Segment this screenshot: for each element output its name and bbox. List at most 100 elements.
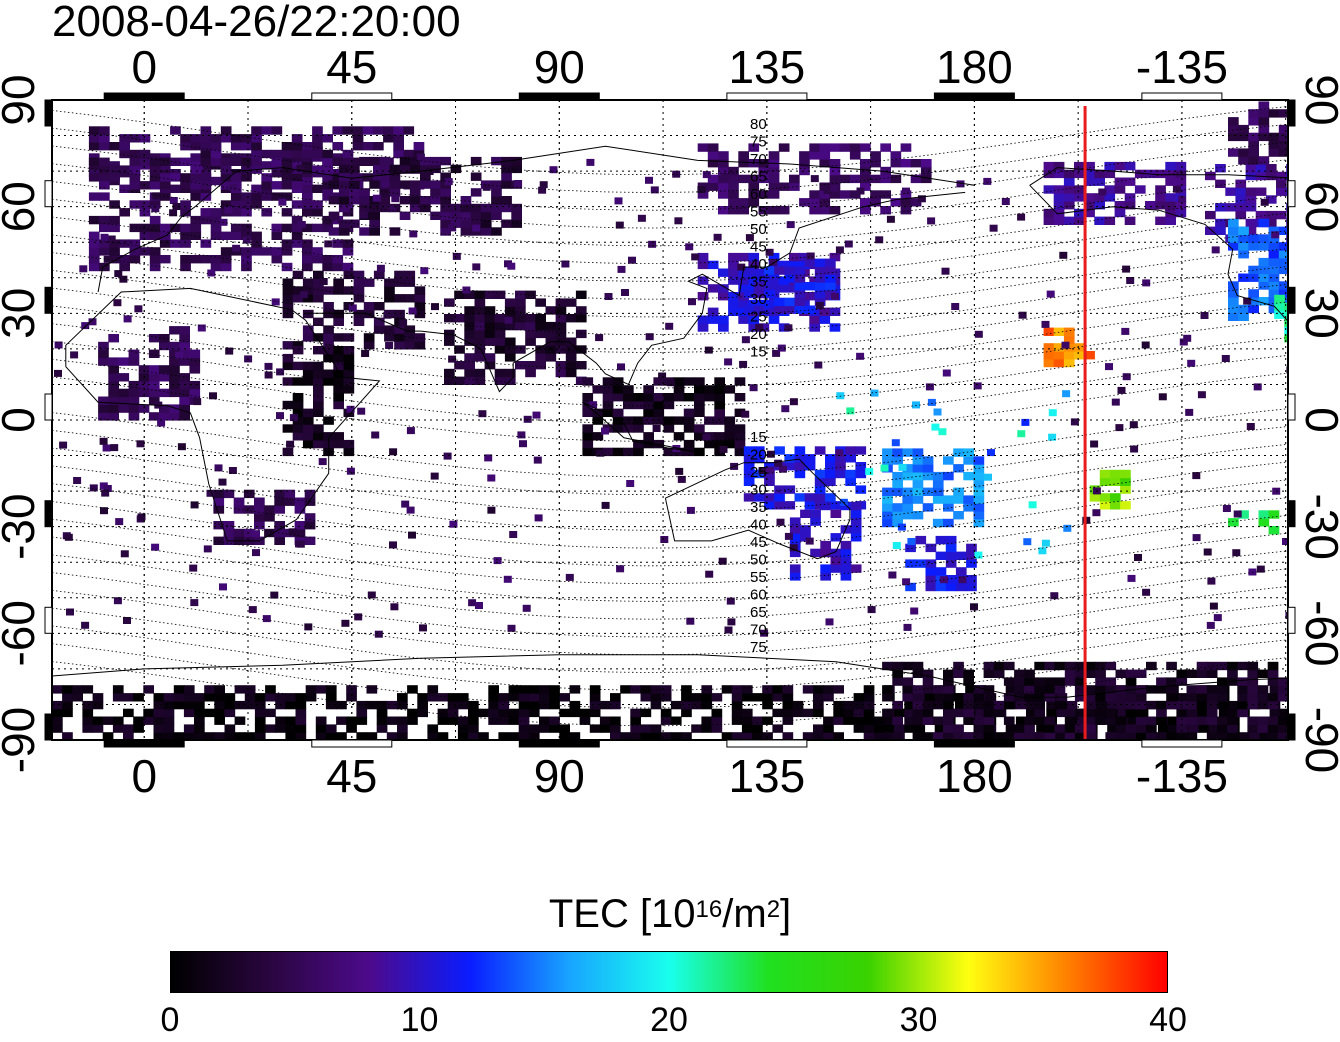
maglat-contour <box>52 266 1288 336</box>
colorbar-tick-label: 40 <box>1149 1001 1187 1039</box>
maglat-contour <box>52 283 1288 353</box>
maglat-label: 65 <box>750 169 767 186</box>
maglat-contour <box>52 337 1288 407</box>
frame-bar-segment <box>44 606 53 634</box>
lon-tick-label-top: 0 <box>131 41 157 93</box>
lat-tick-label-left: -60 <box>0 600 44 666</box>
coastline-2 <box>305 191 966 393</box>
maglat-contour <box>52 461 1288 531</box>
coastlines <box>52 145 1288 698</box>
lat-tick-label-left: 60 <box>0 181 44 232</box>
maglat-contour <box>52 355 1288 424</box>
frame-bar-segment <box>103 739 185 748</box>
frame-bar-segment <box>933 92 1015 101</box>
maglat-label: 75 <box>750 639 767 656</box>
lat-tick-label-right: -90 <box>1296 707 1340 773</box>
maglat-label: 30 <box>750 482 767 499</box>
maglat-contour <box>52 497 1288 567</box>
tec-region-east-africa <box>282 346 355 457</box>
coastline-3 <box>664 458 851 560</box>
maglat-contour <box>52 443 1288 513</box>
maglat-label: 20 <box>750 326 767 343</box>
lat-tick-label-right: 30 <box>1296 288 1340 339</box>
tec-region-japan <box>743 258 836 314</box>
tec-region-north-america <box>1228 218 1288 321</box>
frame-bar-segment <box>1287 99 1296 127</box>
tec-region-se-asia <box>582 377 746 457</box>
frame-bar-segment <box>1287 286 1296 314</box>
lon-tick-label-top: 45 <box>326 41 377 93</box>
maglat-contour <box>52 159 1288 229</box>
lon-tick-label-bottom: 0 <box>131 750 157 802</box>
colorbar <box>170 951 1168 993</box>
maglat-label: 35 <box>750 274 767 291</box>
lat-tick-label-left: 30 <box>0 288 44 339</box>
lat-tick-label-right: 0 <box>1296 407 1340 433</box>
frame-bar-segment <box>933 739 1015 748</box>
lon-tick-label-top: 180 <box>936 41 1013 93</box>
maglat-label: 60 <box>750 587 767 604</box>
coastline-5 <box>1029 167 1288 322</box>
maglat-label: 25 <box>750 464 767 481</box>
lon-tick-label-bottom: 45 <box>326 750 377 802</box>
frame-bar-segment <box>1287 606 1296 634</box>
maglat-contour <box>52 372 1288 442</box>
maglat-contour <box>52 230 1288 300</box>
maglat-contour <box>52 515 1288 584</box>
colorbar-tick-label: 10 <box>400 1001 439 1039</box>
lon-tick-label-bottom: 90 <box>534 750 585 802</box>
tec-region-south-pacific-east <box>1228 510 1280 535</box>
tec-region-west-africa <box>98 326 201 421</box>
maglat-label: 70 <box>750 622 767 639</box>
coastline-1 <box>65 287 381 542</box>
maglat-label: 55 <box>750 204 767 221</box>
colorbar-title: TEC [1016/m2] <box>548 892 792 936</box>
maglat-label: 15 <box>750 344 767 361</box>
maglat-contour <box>52 123 1288 193</box>
maglat-label: 55 <box>750 569 767 586</box>
tec-region-new-zealand <box>905 535 977 592</box>
tec-region-india <box>444 290 587 385</box>
frame-bar-segment <box>44 500 53 528</box>
maglat-contour <box>52 586 1288 655</box>
maglat-label: 65 <box>750 604 767 621</box>
maglat-label: 40 <box>750 517 767 534</box>
tec-region-siberia <box>697 143 932 215</box>
maglat-label: 15 <box>750 429 767 446</box>
maglat-label: 30 <box>750 291 767 308</box>
coastline-0 <box>97 145 975 293</box>
maglat-label: 50 <box>750 552 767 569</box>
frame-bar-segment <box>1287 713 1296 741</box>
tec-region-australia-east <box>789 501 862 581</box>
frame-bar-segment <box>1287 393 1296 421</box>
map-frame-bars <box>44 92 1296 748</box>
maglat-label: 45 <box>750 534 767 551</box>
lat-tick-label-left: -30 <box>0 493 44 559</box>
maglat-contour <box>52 319 1288 389</box>
maglat-contour <box>52 177 1288 247</box>
maglat-contour <box>52 141 1288 211</box>
maglat-contour <box>52 408 1288 478</box>
maglat-contour <box>52 212 1288 282</box>
frame-bar-segment <box>44 286 53 314</box>
maglat-label: 35 <box>750 499 767 516</box>
maglat-contour <box>52 195 1288 264</box>
maglat-contour <box>52 248 1288 318</box>
lat-lon-grid <box>52 100 1288 740</box>
tec-region-pacific-south <box>882 448 985 528</box>
tec-region-antarctica-west <box>882 661 1288 740</box>
lat-tick-label-left: 90 <box>0 74 44 125</box>
maglat-label: 75 <box>750 134 767 151</box>
maglat-contour <box>52 479 1288 549</box>
lon-tick-label-top: -135 <box>1136 41 1228 93</box>
frame-bar-segment <box>103 92 185 101</box>
maglat-label: 50 <box>750 221 767 238</box>
frame-bar-segment <box>311 92 393 101</box>
coastline-4 <box>582 401 698 453</box>
maglat-contour <box>52 603 1288 673</box>
lon-tick-label-bottom: 180 <box>936 750 1013 802</box>
tec-region-alaska <box>1043 161 1187 225</box>
frame-bar-segment <box>1141 92 1223 101</box>
maglat-label: 40 <box>750 256 767 273</box>
maglat-label: 45 <box>750 239 767 256</box>
